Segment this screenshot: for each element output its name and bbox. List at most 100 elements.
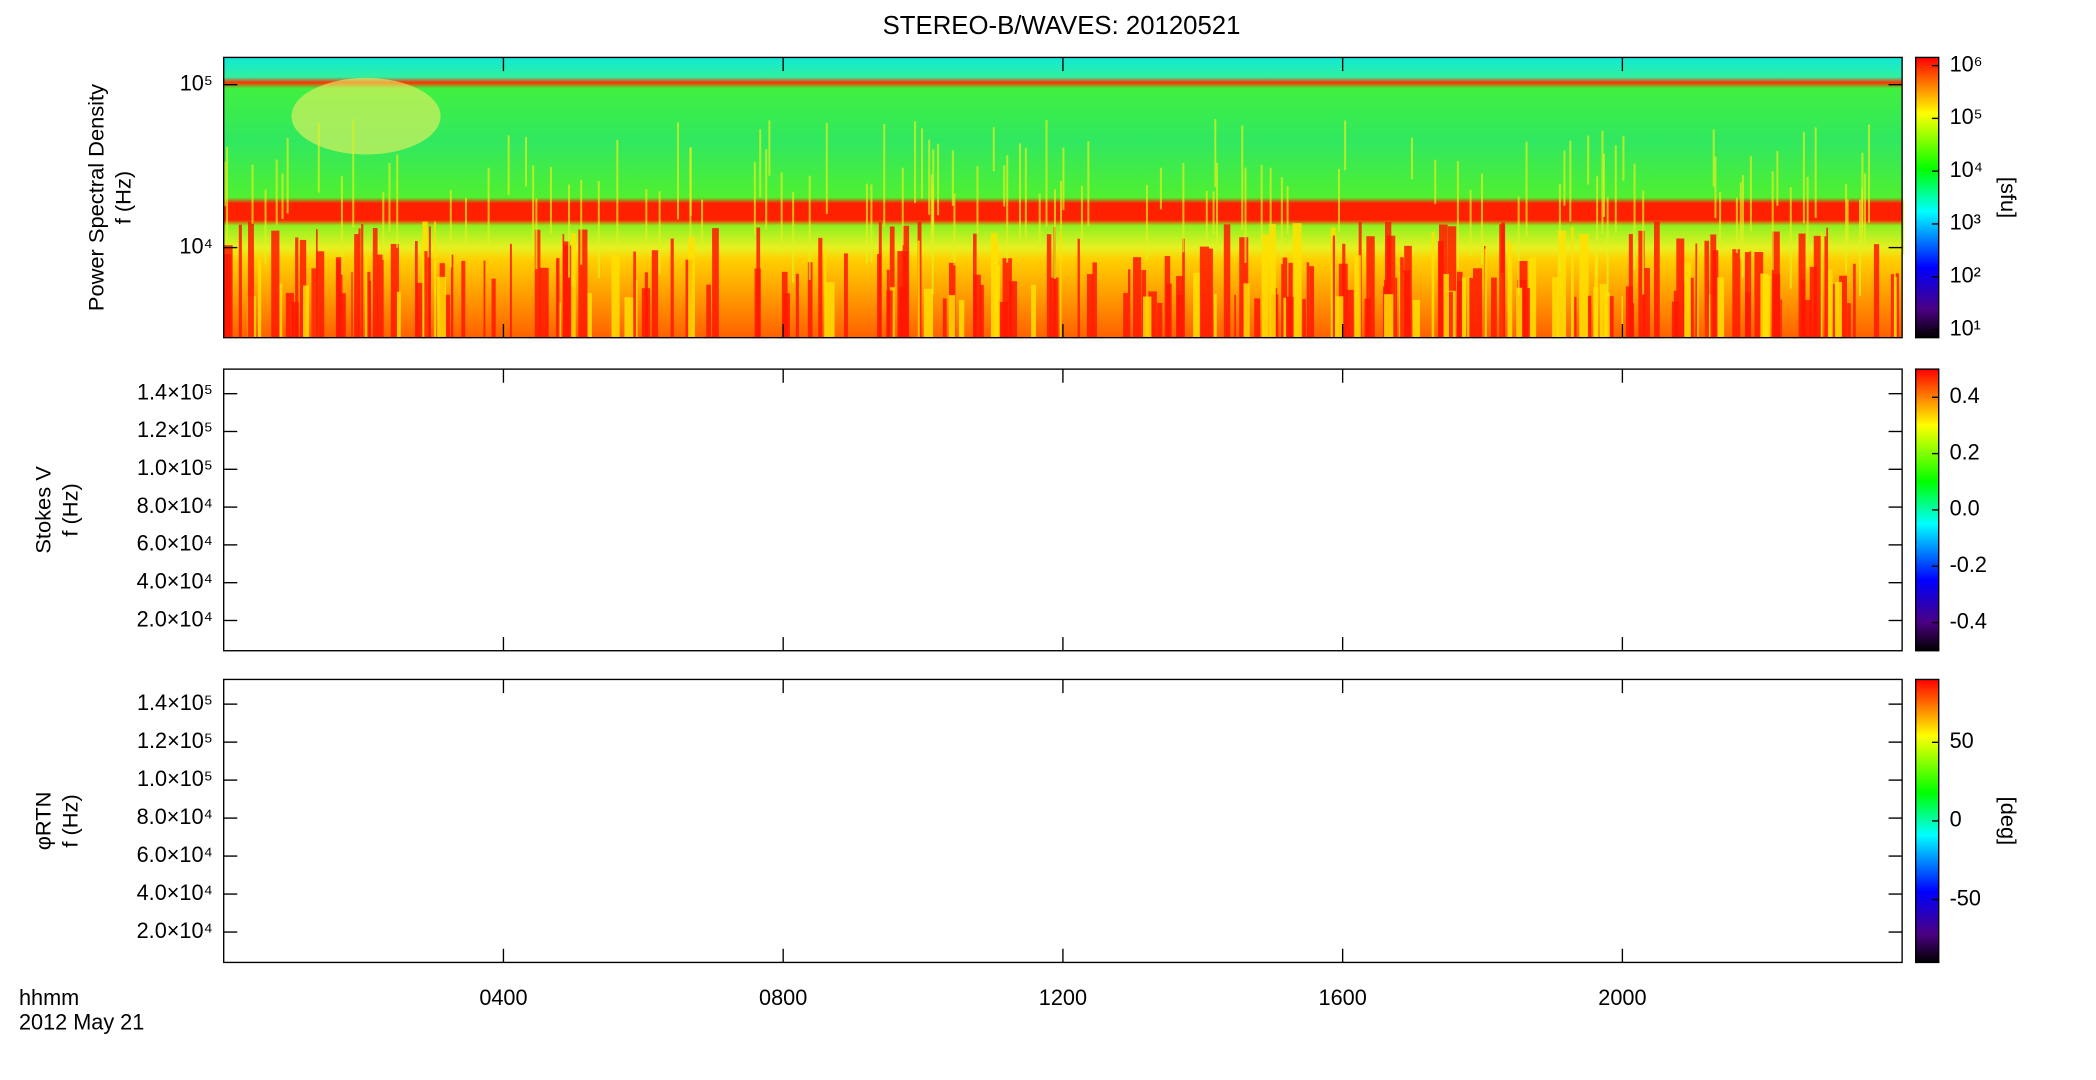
spectrogram-streak bbox=[1410, 137, 1413, 180]
spectrogram-streak bbox=[1638, 230, 1645, 338]
spectrogram-streak bbox=[1166, 283, 1172, 338]
spectrogram-streak bbox=[1845, 184, 1848, 274]
spectrogram-streak bbox=[1802, 131, 1805, 224]
spectrogram-streak bbox=[1683, 262, 1691, 338]
spectrogram-streak bbox=[1601, 130, 1604, 234]
y-tick-label: 4.0×10⁴ bbox=[137, 568, 213, 593]
spectrogram-streak bbox=[1159, 167, 1162, 210]
spectrogram-streak bbox=[765, 149, 768, 230]
spectrogram-streak bbox=[1806, 176, 1809, 269]
spectrogram-streak bbox=[1776, 151, 1779, 206]
spectrogram-streak bbox=[1704, 240, 1710, 338]
spectrogram-streak bbox=[1306, 262, 1310, 338]
spectrogram-streak bbox=[507, 135, 510, 196]
spectrogram-streak bbox=[658, 191, 661, 275]
colorbar-tick-label: -0.2 bbox=[1950, 552, 1987, 577]
spectrogram-streak bbox=[483, 260, 486, 338]
spectrogram-streak bbox=[1332, 235, 1335, 338]
spectrogram-streak bbox=[1038, 193, 1041, 244]
spectrogram-streak bbox=[1690, 277, 1694, 338]
spectrogram-streak bbox=[271, 230, 280, 338]
spectrogram-streak bbox=[1628, 233, 1633, 338]
spectrogram-streak bbox=[808, 175, 811, 280]
spectrogram-streak bbox=[1719, 191, 1722, 256]
spectrogram-streak bbox=[792, 191, 795, 283]
y-tick-label: 6.0×10⁴ bbox=[137, 842, 213, 867]
spectrogram-streak bbox=[1467, 277, 1474, 338]
spectrogram-streak bbox=[1286, 186, 1289, 234]
spectrogram-streak bbox=[1614, 145, 1617, 233]
spectrogram-streak bbox=[624, 297, 634, 338]
spectrogram-streak bbox=[1133, 257, 1142, 338]
spectrogram-streak bbox=[920, 128, 924, 199]
x-tick-label: 0800 bbox=[759, 985, 807, 1010]
spectrogram-streak bbox=[883, 123, 886, 227]
y-axis-unit: f (Hz) bbox=[58, 483, 83, 536]
spectrogram-streak bbox=[354, 234, 359, 338]
spectrogram-streak bbox=[1434, 159, 1437, 205]
spectrogram-streak bbox=[1437, 241, 1444, 338]
y-tick-label: 2.0×10⁴ bbox=[137, 606, 213, 631]
spectrogram-streak bbox=[1269, 224, 1276, 338]
spectrogram-streak bbox=[1241, 125, 1244, 231]
spectrogram-streak bbox=[1835, 281, 1842, 338]
spectrogram-streak bbox=[461, 260, 466, 338]
y-axis-label: Power Spectral Density bbox=[83, 84, 108, 311]
spectrogram-streak bbox=[1127, 269, 1131, 338]
colorbar-tick-label: 10² bbox=[1950, 262, 1981, 287]
spectrogram-streak bbox=[865, 183, 868, 264]
spectrogram-streak bbox=[1431, 231, 1435, 338]
colorbar-label: [deg] bbox=[1996, 797, 2021, 846]
spectrogram-streak bbox=[377, 254, 384, 338]
spectrogram-streak bbox=[1045, 120, 1048, 227]
spectrogram-streak bbox=[1557, 230, 1567, 338]
spectrogram-streak bbox=[549, 167, 552, 234]
spectrogram-streak bbox=[1205, 191, 1208, 242]
spectrogram-streak bbox=[1467, 276, 1470, 338]
spectrogram-streak bbox=[532, 165, 535, 255]
spectrogram-streak bbox=[1735, 197, 1738, 253]
spectrogram-streak bbox=[1630, 303, 1635, 338]
x-tick-label: 1600 bbox=[1319, 985, 1367, 1010]
spectrogram-streak bbox=[902, 225, 910, 338]
spectrogram-streak bbox=[556, 258, 560, 338]
spectrogram-streak bbox=[1309, 266, 1315, 338]
spectrogram-streak bbox=[388, 162, 391, 232]
spectrogram-streak bbox=[1826, 227, 1829, 338]
plot-frame bbox=[223, 368, 1903, 652]
spectrogram-streak bbox=[1050, 277, 1059, 338]
spectrogram-streak bbox=[451, 254, 454, 338]
spectrogram-streak bbox=[1456, 160, 1459, 270]
y-tick-label: 1.4×10⁵ bbox=[137, 690, 213, 715]
spectrogram-streak bbox=[415, 282, 423, 338]
spectrogram-streak bbox=[1517, 196, 1520, 296]
spectrogram-streak bbox=[449, 190, 452, 268]
spectrogram-streak bbox=[303, 285, 310, 338]
spectrogram-streak bbox=[928, 139, 931, 215]
spectrogram-streak bbox=[942, 298, 947, 338]
spectrogram-streak bbox=[487, 167, 490, 253]
spectrogram-streak bbox=[1176, 294, 1184, 338]
y-tick-label: 8.0×10⁴ bbox=[137, 493, 213, 518]
spectrogram-streak bbox=[248, 221, 254, 338]
spectrogram-streak bbox=[1858, 199, 1862, 297]
colorbar-tick-label: 10⁴ bbox=[1950, 157, 1983, 182]
spectrogram-streak bbox=[818, 237, 823, 338]
spectrogram-streak bbox=[1744, 252, 1750, 338]
spectrogram-streak bbox=[1443, 273, 1449, 338]
spectrogram-streak bbox=[641, 288, 651, 338]
spectrogram-streak bbox=[1820, 232, 1823, 338]
spectrogram-streak bbox=[1148, 291, 1157, 338]
spectrogram-streak bbox=[1676, 238, 1685, 338]
spectrogram-streak bbox=[264, 189, 267, 265]
spectrogram-streak bbox=[509, 243, 512, 338]
spectrogram-streak bbox=[1447, 226, 1457, 338]
spectrogram-streak bbox=[434, 221, 437, 338]
spectrogram-streak bbox=[1086, 274, 1094, 338]
spectrogram-streak bbox=[1261, 234, 1269, 338]
spectrogram-streak bbox=[1491, 277, 1497, 338]
colorbar-tick-label: 10¹ bbox=[1950, 315, 1981, 340]
spectrogram-streak bbox=[616, 139, 619, 245]
spectrogram-streak bbox=[1212, 191, 1215, 235]
spectrogram-streak bbox=[1602, 153, 1606, 217]
